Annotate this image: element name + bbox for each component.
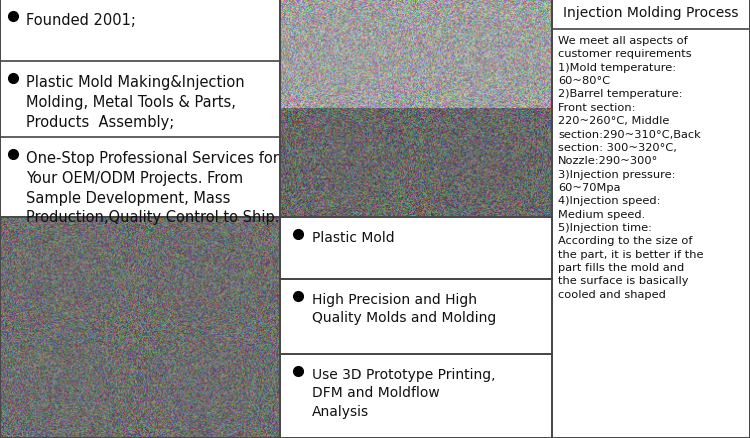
Text: We meet all aspects of
customer requirements
1)Mold temperature:
60~80°C
2)Barre: We meet all aspects of customer requirem… [558, 36, 704, 299]
Bar [280, 279, 552, 354]
Text: Use 3D Prototype Printing,
DFM and Moldflow
Analysis: Use 3D Prototype Printing, DFM and Moldf… [312, 367, 496, 418]
Text: Plastic Mold: Plastic Mold [312, 230, 394, 244]
Bar [0, 218, 280, 438]
Bar [280, 0, 552, 218]
Bar [0, 0, 280, 218]
Text: Injection Molding Process: Injection Molding Process [563, 6, 739, 20]
Text: Founded 2001;: Founded 2001; [26, 13, 136, 28]
Text: High Precision and High
Quality Molds and Molding: High Precision and High Quality Molds an… [312, 292, 496, 325]
Text: One-Stop Professional Services for
Your OEM/ODM Projects. From
Sample Developmen: One-Stop Professional Services for Your … [26, 151, 280, 225]
Bar [552, 0, 750, 438]
Bar [280, 218, 552, 279]
Text: Plastic Mold Making&Injection
Molding, Metal Tools & Parts,
Products  Assembly;: Plastic Mold Making&Injection Molding, M… [26, 75, 245, 129]
Bar [280, 354, 552, 438]
